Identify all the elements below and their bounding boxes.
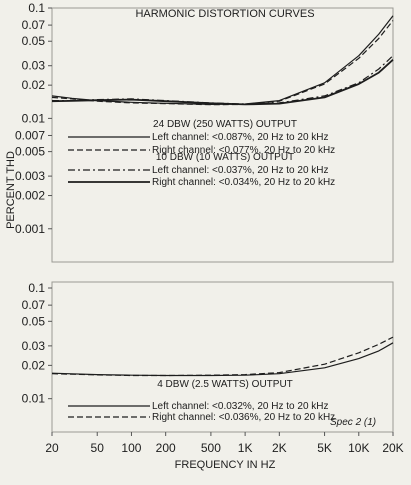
legend-entry: Left channel: <0.032%, 20 Hz to 20 kHz: [152, 401, 329, 412]
x-tick-label: 10K: [348, 441, 369, 455]
legend-heading: 10 DBW (10 WATTS) OUTPUT: [156, 152, 294, 163]
y-tick-label: 0.002: [15, 189, 45, 203]
y-tick-label: 0.07: [22, 298, 46, 312]
legend-entry: Left channel: <0.037%, 20 Hz to 20 kHz: [152, 165, 329, 176]
legend-entry: Left channel: <0.087%, 20 Hz to 20 kHz: [152, 132, 329, 143]
x-tick-label: 5K: [317, 441, 332, 455]
spec-annotation: Spec 2 (1): [330, 417, 376, 428]
legend-heading: 4 DBW (2.5 WATTS) OUTPUT: [157, 379, 293, 390]
panel-1: 0.1 0.07 0.05 0.03 0.02 0.01 0.007 0.005 0.003 0.…: [15, 1, 394, 263]
y-tick-label: 0.01: [22, 111, 46, 125]
x-tick-label: 200: [156, 441, 176, 455]
x-tick-label: 2K: [272, 441, 287, 455]
legend-entry: Right channel: <0.034%, 20 Hz to 20 kHz: [152, 177, 335, 188]
x-tick-label: 20: [45, 441, 59, 455]
x-axis: 20 50 100 200 500 1K 2K 5K 10K 20K: [45, 432, 404, 455]
y-tick-label: 0.05: [22, 34, 46, 48]
y-tick-label: 0.02: [22, 78, 46, 92]
y-tick-label: 0.07: [22, 18, 46, 32]
panel-2: 0.1 0.07 0.05 0.03 0.02 0.01 4 DBW (2.5 WATTS)…: [22, 281, 394, 433]
y-tick-label: 0.03: [22, 59, 46, 73]
y-tick-label: 0.1: [28, 1, 45, 15]
y-tick-label: 0.05: [22, 314, 46, 328]
series-line: [51, 59, 394, 106]
series-line: [51, 336, 394, 377]
chart-title: HARMONIC DISTORTION CURVES: [135, 8, 314, 20]
legend-entry: Right channel: <0.036%, 20 Hz to 20 kHz: [152, 412, 335, 423]
y-tick-label: 0.003: [15, 169, 45, 183]
panel-frame: [51, 281, 394, 433]
y-tick-label: 0.005: [15, 145, 45, 159]
series-line: [51, 20, 394, 106]
x-tick-label: 100: [121, 441, 141, 455]
y-tick-label: 0.001: [15, 222, 45, 236]
x-tick-label: 1K: [238, 441, 253, 455]
y-tick-label: 0.007: [15, 128, 45, 142]
x-tick-label: 50: [91, 441, 105, 455]
x-tick-label: 20K: [382, 441, 403, 455]
y-tick-label: 0.03: [22, 339, 46, 353]
y-tick-label: 0.1: [28, 281, 45, 295]
series-line: [52, 55, 394, 105]
y-tick-label: 0.02: [22, 358, 46, 372]
y-axis-label: PERCENT THD: [5, 151, 17, 229]
x-axis-label: FREQUENCY IN HZ: [175, 459, 276, 471]
legend-entry: Right channel: <0.077%, 20 Hz to 20 kHz: [152, 145, 335, 156]
legend-heading: 24 DBW (250 WATTS) OUTPUT: [153, 119, 297, 130]
x-tick-label: 500: [201, 441, 221, 455]
y-tick-label: 0.01: [22, 392, 46, 406]
series-line: [51, 342, 394, 377]
